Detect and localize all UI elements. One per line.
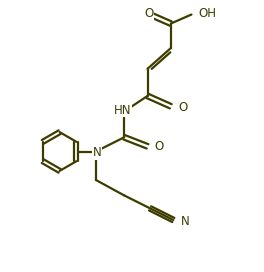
Text: N: N — [181, 215, 189, 228]
Text: N: N — [93, 146, 101, 159]
Text: O: O — [155, 140, 164, 153]
Text: HN: HN — [114, 104, 132, 117]
Text: OH: OH — [199, 7, 217, 20]
Text: O: O — [144, 7, 153, 20]
Text: O: O — [178, 101, 187, 114]
